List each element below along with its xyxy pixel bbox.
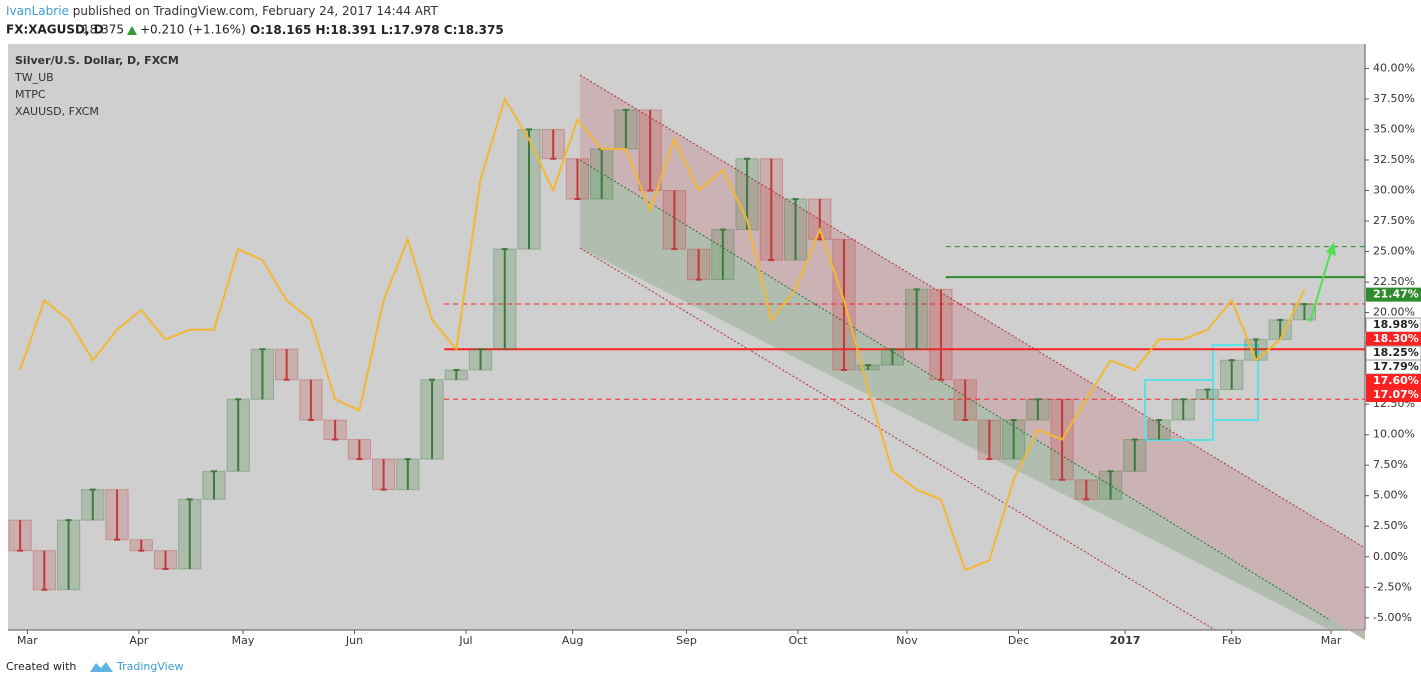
brand[interactable]: TradingView xyxy=(116,660,183,673)
change: +0.210 (+1.16%) xyxy=(140,23,246,37)
y-tick-label: 22.50% xyxy=(1373,275,1415,288)
forecast-arrow xyxy=(1309,247,1333,323)
marks: -5.00%-2.50%0.00%2.50%5.00%7.50%10.00%12… xyxy=(8,61,1421,647)
x-tick-label: Feb xyxy=(1222,634,1241,647)
y-tick-label: 40.00% xyxy=(1373,61,1415,74)
price-label-bg xyxy=(1366,374,1421,389)
legend-entry: XAUUSD, FXCM xyxy=(15,105,99,118)
channel-upper xyxy=(580,75,1365,640)
x-tick-label: Jun xyxy=(345,634,363,647)
price-label-bg xyxy=(1366,287,1421,302)
price-label: 18.30% xyxy=(1373,332,1419,345)
y-tick-label: -5.00% xyxy=(1373,611,1412,624)
price-label: 18.98% xyxy=(1373,318,1419,331)
y-tick-label: 5.00% xyxy=(1373,489,1408,502)
y-tick-label: 20.00% xyxy=(1373,306,1415,319)
y-tick-label: 32.50% xyxy=(1373,153,1415,166)
price-label: 17.60% xyxy=(1373,374,1419,387)
last-price: 18.375 xyxy=(82,23,124,37)
price-label-bg xyxy=(1366,332,1421,347)
price-label: 18.25% xyxy=(1373,346,1419,359)
x-tick-label: Jul xyxy=(458,634,472,647)
ohlc: O:18.165 H:18.391 L:17.978 C:18.375 xyxy=(250,23,504,37)
legend-entry: MTPC xyxy=(15,88,46,101)
x-tick-label: 2017 xyxy=(1110,634,1141,647)
price-label: 17.79% xyxy=(1373,360,1419,373)
y-tick-label: 35.00% xyxy=(1373,122,1415,135)
price-label-bg xyxy=(1366,388,1421,403)
price-label: 17.07% xyxy=(1373,388,1419,401)
symbol: FX:XAGUSD, D xyxy=(6,23,104,37)
x-tick-label: May xyxy=(232,634,255,647)
published: published on TradingView.com, February 2… xyxy=(73,4,439,18)
low: L:17.978 xyxy=(381,23,440,37)
legend: Silver/U.S. Dollar, D, FXCM TW_UB MTPC XAUU… xyxy=(14,54,179,118)
y-tick-label: 30.00% xyxy=(1373,184,1415,197)
x-tick-label: Dec xyxy=(1008,634,1029,647)
up-arrow-icon xyxy=(127,26,137,35)
y-tick-label: -2.50% xyxy=(1373,580,1412,593)
high: H:18.391 xyxy=(316,23,377,37)
author[interactable]: IvanLabrie xyxy=(6,4,69,18)
x-tick-label: Sep xyxy=(676,634,697,647)
header-line: IvanLabrie published on TradingView.com,… xyxy=(6,4,438,18)
price-label: 21.47% xyxy=(1373,288,1419,301)
channel-lower xyxy=(580,160,1365,640)
legend-entry: TW_UB xyxy=(14,71,54,84)
logo-icon xyxy=(90,662,113,672)
channel-bottom-line xyxy=(579,247,1216,631)
created-with: Created with xyxy=(6,660,76,673)
y-tick-label: 2.50% xyxy=(1373,519,1408,532)
open: O:18.165 xyxy=(250,23,311,37)
close: C:18.375 xyxy=(444,23,504,37)
highlight-box xyxy=(1212,344,1259,421)
x-tick-label: Aug xyxy=(562,634,583,647)
legend-entry: Silver/U.S. Dollar, D, FXCM xyxy=(15,54,179,67)
line-series xyxy=(19,96,1306,572)
x-tick-label: Oct xyxy=(788,634,808,647)
x-tick-label: Mar xyxy=(17,634,38,647)
y-tick-label: 7.50% xyxy=(1373,458,1408,471)
y-tick-label: 25.00% xyxy=(1373,245,1415,258)
x-tick-label: Mar xyxy=(1321,634,1342,647)
y-tick-label: 37.50% xyxy=(1373,92,1415,105)
channel-mid-line xyxy=(579,159,1331,621)
x-tick-label: Nov xyxy=(896,634,918,647)
y-tick-label: 10.00% xyxy=(1373,428,1415,441)
y-tick-label: 0.00% xyxy=(1373,550,1408,563)
channel-top-line xyxy=(579,74,1366,549)
y-tick-label: 27.50% xyxy=(1373,214,1415,227)
x-tick-label: Apr xyxy=(129,634,149,647)
footer xyxy=(0,652,1421,685)
forecast-arrowhead xyxy=(1326,242,1336,256)
